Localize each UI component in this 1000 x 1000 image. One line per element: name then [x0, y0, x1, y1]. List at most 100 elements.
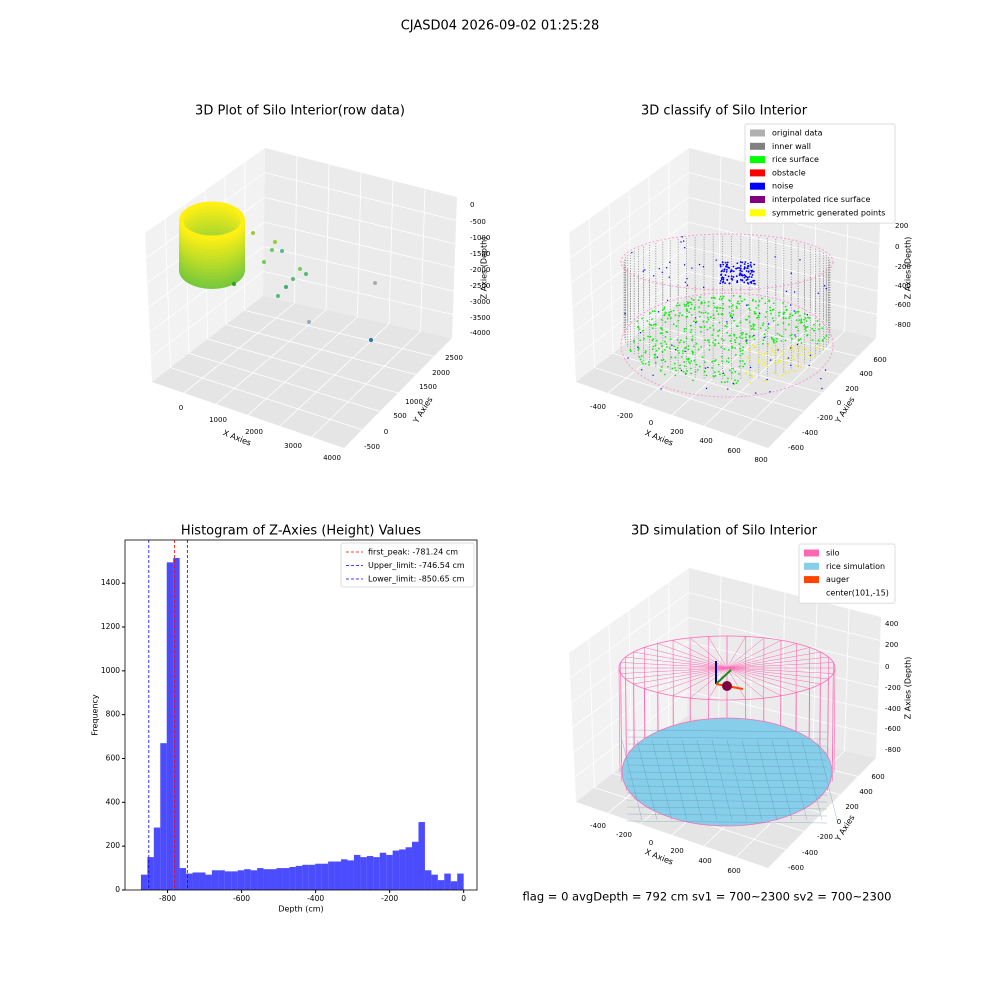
noise-point	[746, 276, 749, 279]
surface-point	[706, 316, 709, 319]
noise-point	[669, 261, 671, 264]
surface-point	[655, 339, 658, 342]
surface-point	[675, 304, 678, 307]
surface-point	[660, 359, 663, 362]
surface-point	[741, 360, 744, 362]
surface-point	[684, 305, 686, 308]
surface-point	[712, 375, 715, 378]
noise-point	[790, 364, 792, 367]
noise-point	[657, 311, 660, 313]
surface-point	[791, 355, 794, 358]
surface-point	[765, 329, 767, 332]
silo-wire	[819, 651, 821, 746]
surface-point	[661, 351, 664, 353]
y-tick-label: 1000	[405, 398, 423, 406]
surface-point	[772, 340, 775, 343]
surface-point	[711, 334, 714, 336]
noise-point	[642, 270, 644, 272]
surface-point	[715, 307, 718, 310]
noise-point	[680, 369, 683, 372]
histogram-bar	[373, 857, 380, 890]
surface-point	[683, 328, 686, 330]
surface-point	[703, 301, 706, 304]
noise-point	[658, 267, 660, 270]
legend-swatch	[750, 156, 765, 164]
noise-point	[732, 270, 735, 273]
pane-grid	[150, 271, 264, 358]
surface-point	[689, 362, 692, 365]
surface-point	[663, 306, 666, 309]
surface-point	[761, 342, 764, 345]
surface-point	[648, 363, 650, 366]
surface-point	[640, 361, 643, 363]
y-tick-label: -200	[817, 414, 833, 422]
surface-point	[707, 301, 710, 303]
surface-point	[711, 366, 714, 369]
surface-point	[643, 337, 645, 340]
surface-point	[799, 366, 802, 369]
surface-point	[708, 344, 711, 347]
noise-point	[726, 268, 728, 271]
surface-point	[664, 360, 667, 363]
silo-wire	[726, 656, 829, 669]
noise-point	[820, 377, 822, 380]
surface-point	[654, 323, 657, 326]
y-tick-label: 800	[106, 710, 121, 719]
point-cloud	[179, 201, 245, 240]
surface-point	[789, 345, 792, 348]
surface-point	[690, 301, 692, 304]
surface-point	[794, 370, 797, 372]
silo-wire	[832, 662, 834, 763]
histogram-bar	[147, 857, 154, 890]
surface-point	[663, 340, 666, 343]
rice-mesh	[621, 739, 643, 821]
surface-point	[730, 305, 733, 308]
surface-point	[714, 371, 716, 374]
surface-point	[702, 320, 705, 323]
surface-point	[686, 301, 689, 303]
surface-point	[791, 337, 793, 340]
surface-point	[728, 369, 731, 372]
surface-point	[695, 342, 698, 345]
noise-point	[686, 278, 688, 280]
surface-point	[766, 342, 769, 345]
surface-point	[799, 321, 802, 324]
surface-point	[737, 300, 739, 303]
surface-point	[736, 325, 739, 328]
x-tick-label: -400	[307, 894, 324, 903]
surface-point	[683, 347, 686, 350]
surface-point	[700, 330, 703, 333]
surface-point	[665, 343, 668, 346]
axis-pane	[687, 568, 881, 758]
silo-wire	[708, 636, 728, 669]
surface-point	[714, 339, 717, 342]
rice-mesh	[626, 757, 828, 761]
surface-point	[688, 311, 691, 314]
x-tick-label: 1000	[209, 416, 227, 424]
surface-point	[673, 345, 676, 348]
surface-point	[692, 379, 694, 382]
surface-point	[784, 305, 787, 308]
x-tick-label: 4000	[323, 454, 341, 462]
surface-point	[773, 371, 775, 374]
surface-point	[676, 339, 679, 341]
rice-mesh	[626, 743, 828, 747]
surface-point	[682, 370, 685, 373]
surface-point	[720, 381, 723, 384]
rice-mesh	[696, 739, 718, 821]
noise-point	[753, 279, 756, 282]
scatter-point	[284, 285, 288, 289]
surface-point	[743, 298, 746, 301]
surface-point	[757, 361, 760, 364]
surface-point	[753, 312, 756, 315]
surface-point	[769, 306, 771, 309]
legend-label: auger	[826, 575, 850, 584]
surface-point	[726, 322, 729, 325]
scatter-point	[291, 277, 295, 281]
legend-swatch	[750, 169, 765, 177]
surface-point	[765, 311, 768, 313]
surface-point	[679, 367, 681, 370]
surface-point	[709, 316, 712, 319]
noise-point	[721, 269, 724, 272]
surface-point	[778, 356, 781, 359]
